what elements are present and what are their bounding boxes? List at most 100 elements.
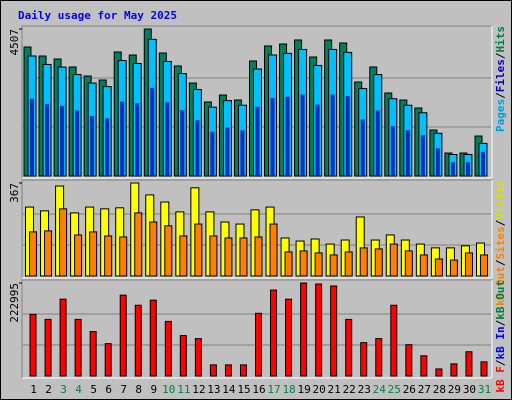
bar <box>464 252 473 277</box>
legend: Pages/Files/Hits <box>494 26 507 132</box>
bar <box>404 250 413 277</box>
bar <box>480 361 488 377</box>
x-tick-label: 26 <box>403 383 416 396</box>
bar <box>284 251 293 277</box>
bar <box>434 258 443 277</box>
bar <box>164 320 172 377</box>
bar <box>375 110 380 176</box>
bar <box>104 343 112 377</box>
bar <box>164 225 173 277</box>
bar <box>330 285 338 377</box>
x-tick-label: 29 <box>448 383 461 396</box>
bar <box>149 299 157 377</box>
bar <box>30 98 35 176</box>
legend-entry: Visits <box>494 180 507 220</box>
legend-entry: Hits <box>494 26 507 53</box>
bar <box>435 368 443 377</box>
bar <box>269 223 278 277</box>
x-tick-label: 4 <box>75 383 82 396</box>
bar <box>345 318 353 377</box>
legend-entry: kB Out <box>494 280 507 320</box>
bar <box>194 223 203 277</box>
x-tick-label: 6 <box>105 383 112 396</box>
bar <box>300 282 308 377</box>
bar <box>315 283 323 377</box>
x-tick-label: 1 <box>30 383 37 396</box>
bar <box>390 304 398 377</box>
x-tick-label: 25 <box>388 383 401 396</box>
bar <box>29 231 38 277</box>
bar <box>209 235 218 277</box>
y-tick-label: 222995 <box>8 283 21 323</box>
legend-separator: / <box>494 319 507 326</box>
y-tick-label: 367 <box>8 183 21 203</box>
bar <box>89 231 98 277</box>
bar <box>405 344 413 377</box>
x-tick-label: 20 <box>313 383 326 396</box>
x-tick-label: 23 <box>358 383 371 396</box>
legend: kB Out/Sites/Visits <box>494 180 507 306</box>
x-tick-label: 28 <box>433 383 446 396</box>
bar <box>44 318 52 377</box>
bar <box>255 106 260 176</box>
bar <box>134 304 142 377</box>
x-tick-label: 19 <box>297 383 310 396</box>
bar <box>224 237 233 277</box>
legend-entry: Files <box>494 59 507 92</box>
bar <box>179 335 187 377</box>
bar <box>45 103 50 176</box>
bar <box>450 162 455 176</box>
x-tick-label: 18 <box>282 383 295 396</box>
bar <box>360 119 365 176</box>
y-tick-label: 4507 <box>8 29 21 56</box>
bar <box>75 110 80 176</box>
x-tick-label: 5 <box>90 383 97 396</box>
bar <box>374 248 383 277</box>
bar <box>119 294 127 377</box>
x-tick-label: 21 <box>328 383 341 396</box>
bar <box>330 94 335 176</box>
legend-entry: Pages <box>494 99 507 132</box>
x-tick-label: 10 <box>162 383 175 396</box>
bar <box>359 247 368 277</box>
bar <box>239 237 248 277</box>
legend-entry: kB Out <box>494 266 507 306</box>
bar <box>194 338 202 377</box>
bar <box>225 127 230 176</box>
bar <box>449 259 458 277</box>
bar <box>180 110 185 176</box>
bar <box>195 120 200 176</box>
legend-entry: Sites <box>494 226 507 259</box>
legend-separator: / <box>494 359 507 366</box>
x-tick-label: 22 <box>343 383 356 396</box>
bar <box>465 351 473 377</box>
bar <box>314 252 323 277</box>
bar <box>239 364 247 377</box>
bar <box>420 355 428 377</box>
bar <box>105 118 110 176</box>
bar <box>134 212 143 277</box>
bar <box>90 115 95 176</box>
x-tick-label: 7 <box>120 383 127 396</box>
bar <box>74 234 83 277</box>
bar <box>465 162 470 176</box>
x-tick-label: 27 <box>418 383 431 396</box>
x-tick-label: 3 <box>60 383 67 396</box>
x-tick-label: 15 <box>237 383 250 396</box>
x-tick-label: 9 <box>150 383 157 396</box>
bar <box>240 130 245 176</box>
bar <box>405 130 410 176</box>
x-tick-label: 11 <box>177 383 190 396</box>
bar <box>285 96 290 176</box>
x-tick-label: 17 <box>267 383 280 396</box>
bar <box>300 94 305 176</box>
bar <box>59 298 67 377</box>
bar <box>89 331 97 377</box>
bar <box>29 313 37 377</box>
bar <box>165 102 170 176</box>
bar <box>74 318 82 377</box>
bar <box>135 103 140 176</box>
bar <box>360 342 368 377</box>
bar <box>60 105 65 176</box>
bar <box>479 254 488 277</box>
